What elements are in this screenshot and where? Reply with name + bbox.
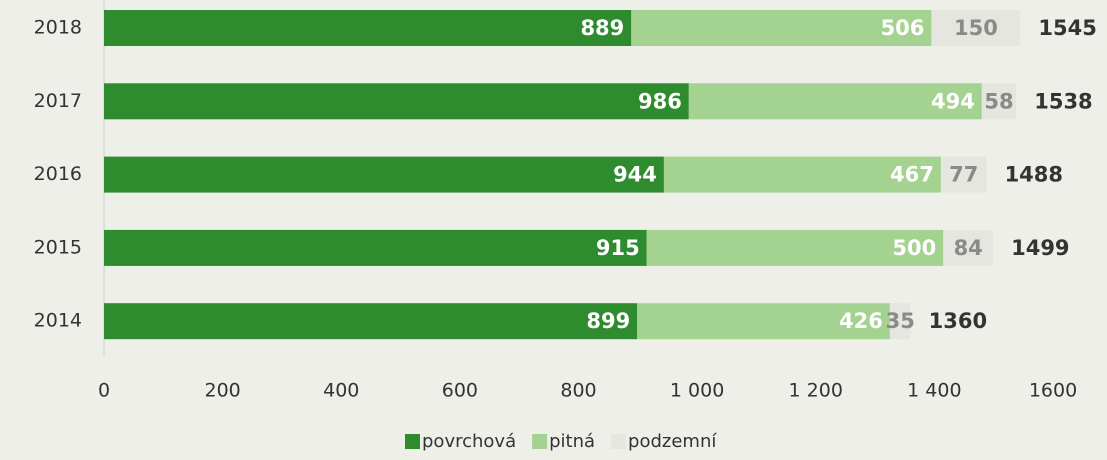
total-label: 1488 — [1005, 163, 1063, 187]
y-tick-label: 2014 — [34, 310, 82, 332]
value-label: 915 — [596, 236, 640, 260]
x-tick-label: 1 200 — [789, 380, 843, 402]
y-tick-label: 2016 — [34, 163, 82, 185]
value-label: 494 — [931, 89, 975, 113]
legend-swatch — [532, 434, 547, 449]
x-tick-label: 1 000 — [670, 380, 724, 402]
total-label: 1499 — [1011, 236, 1069, 260]
x-tick-label: 800 — [560, 380, 596, 402]
value-label: 150 — [954, 16, 998, 40]
value-label: 944 — [613, 163, 657, 187]
value-label: 506 — [881, 16, 925, 40]
value-label: 35 — [886, 309, 915, 333]
value-label: 899 — [586, 309, 630, 333]
chart: 0 200 400 600 800 1 000 1 200 1 400 1600 2018 889 5… — [0, 0, 1107, 460]
x-tick-label: 1 400 — [907, 380, 961, 402]
value-label: 58 — [984, 89, 1013, 113]
legend-swatch — [405, 434, 420, 449]
y-tick-label: 2018 — [34, 17, 82, 39]
total-label: 1538 — [1034, 89, 1092, 113]
y-tick-label: 2015 — [34, 236, 82, 258]
bar-segment — [104, 83, 689, 119]
y-tick-label: 2017 — [34, 90, 82, 112]
x-tick-label: 400 — [323, 380, 359, 402]
legend-label: povrchová — [422, 431, 516, 452]
value-label: 986 — [638, 89, 682, 113]
x-tick-label: 0 — [98, 380, 110, 402]
total-label: 1545 — [1038, 16, 1096, 40]
value-label: 889 — [580, 16, 624, 40]
legend-label: podzemní — [628, 431, 717, 452]
x-tick-label: 1600 — [1029, 380, 1077, 402]
bar-segment — [104, 230, 647, 266]
total-label: 1360 — [929, 309, 987, 333]
bar-segment — [104, 303, 637, 339]
value-label: 500 — [892, 236, 936, 260]
page: 0 200 400 600 800 1 000 1 200 1 400 1600 2018 889 5… — [0, 0, 1107, 460]
value-label: 77 — [949, 163, 978, 187]
x-tick-label: 200 — [204, 380, 240, 402]
x-tick-label: 600 — [442, 380, 478, 402]
value-label: 426 — [839, 309, 883, 333]
bar-segment — [104, 10, 631, 46]
value-label: 467 — [890, 163, 934, 187]
bar-segment — [104, 157, 664, 193]
legend-label: pitná — [549, 431, 595, 452]
value-label: 84 — [954, 236, 983, 260]
legend-swatch — [611, 434, 626, 449]
